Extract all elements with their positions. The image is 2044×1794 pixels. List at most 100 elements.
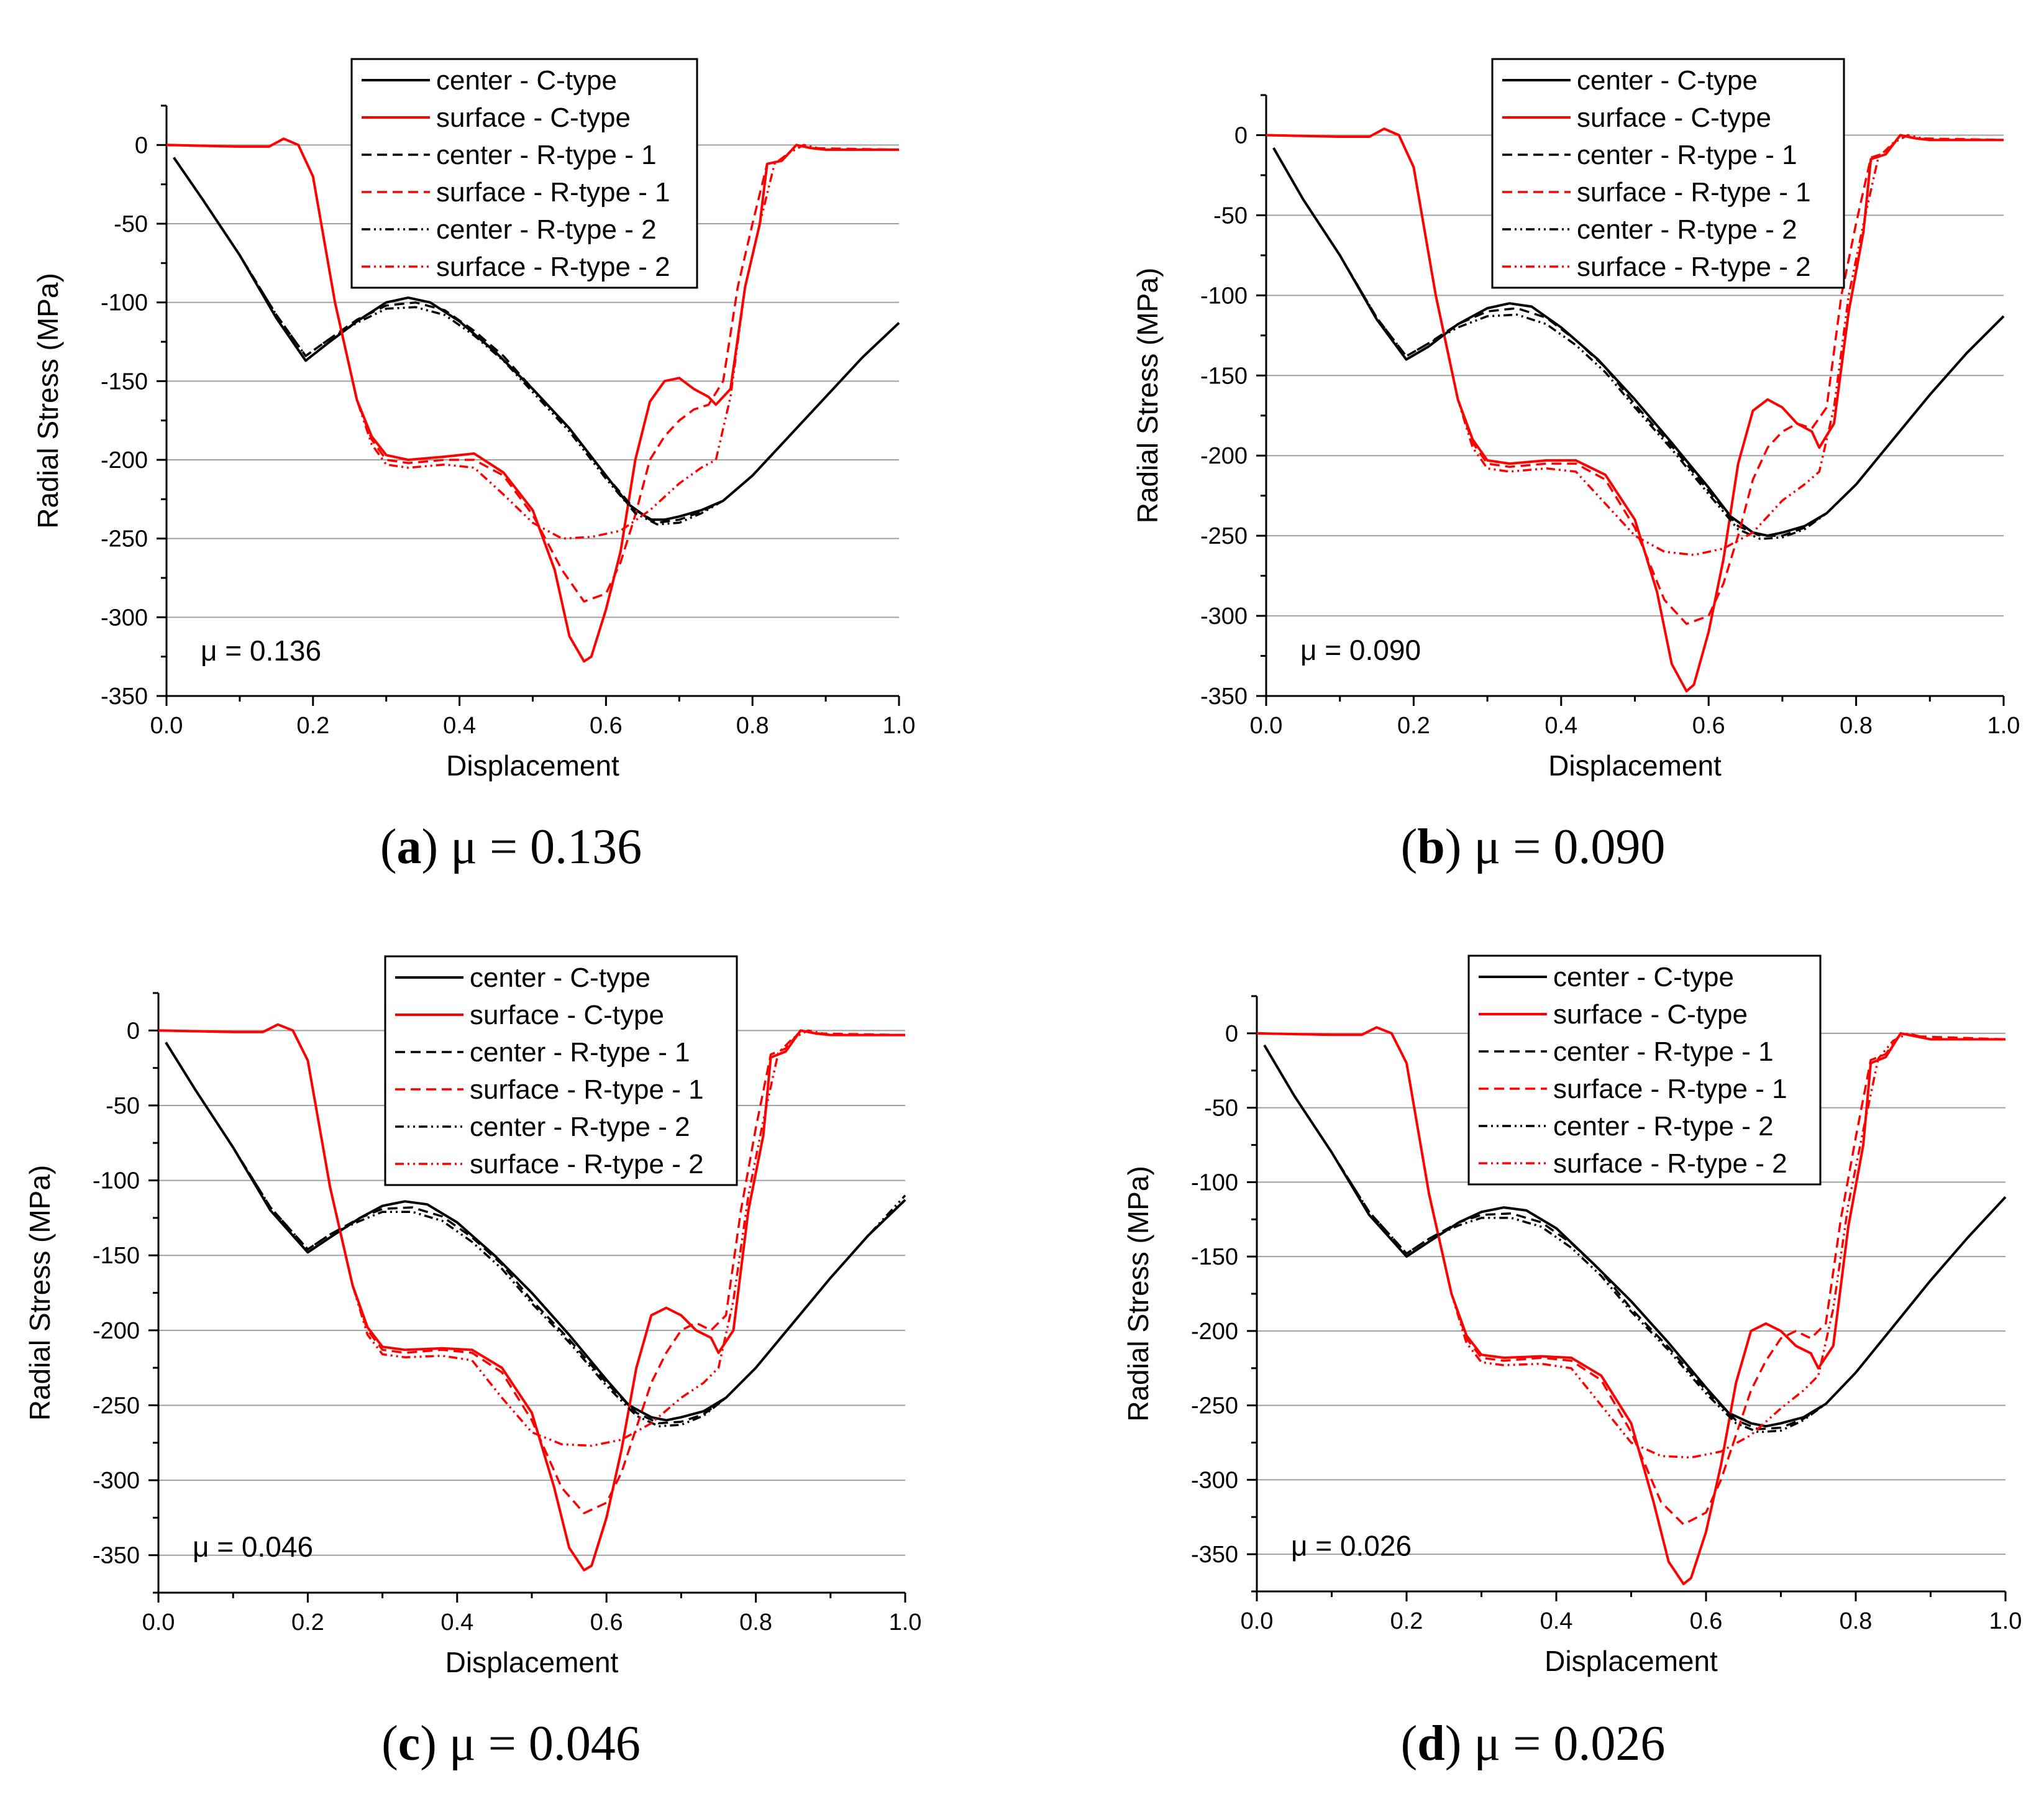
chart-d-x-axis-title: Displacement (1544, 1645, 1718, 1677)
chart-b-ytick-label-5: -250 (1200, 523, 1248, 549)
chart-a-legend-label-6: surface - R-type - 2 (436, 252, 670, 282)
chart-d-ytick-label-0: 0 (1225, 1021, 1238, 1047)
chart-panel-a: 0 -50 -100 -150 -200 -250 -300 -350 0.0 0.2 0.4 0.6… (0, 0, 1022, 897)
chart-d-series-4 (1256, 1026, 2006, 1526)
chart-a-ytick-label-7: -350 (101, 684, 148, 710)
chart-b-legend-box (1491, 58, 1845, 289)
chart-b-xtick-label-2: 0.4 (1544, 713, 1577, 739)
chart-c-legend-label-1: center - C-type (470, 963, 650, 993)
chart-c-mu-label: μ = 0.046 (193, 1531, 313, 1563)
chart-b-series-5 (1272, 147, 2005, 541)
chart-d-legend-label-2: surface - C-type (1553, 999, 1748, 1030)
caption-d: (d) μ = 0.026 (1400, 1716, 1666, 1771)
chart-panel-b: 0 -50 -100 -150 -200 -250 -300 -350 0.0 0.2 0.4 0.6… (1022, 0, 2044, 897)
chart-d-xtick-label-1: 0.2 (1390, 1608, 1423, 1634)
caption-d-text: μ = 0.026 (1474, 1716, 1666, 1771)
chart-d-series-3 (1263, 1045, 2007, 1430)
chart-a-ytick-label-4: -200 (101, 447, 148, 474)
chart-c-series-6 (158, 1023, 905, 1447)
chart-d-ytick-label-1: -50 (1204, 1096, 1238, 1122)
chart-a-xtick-label-5: 1.0 (883, 713, 916, 739)
chart-a-legend-box (350, 58, 698, 289)
chart-d-xtick-label-2: 0.4 (1540, 1608, 1573, 1634)
chart-d-series-5 (1263, 1045, 2007, 1434)
chart-d-ytick-label-3: -150 (1191, 1244, 1238, 1270)
chart-a-legend-label-3: center - R-type - 1 (436, 140, 657, 170)
chart-a-mu-label: μ = 0.136 (201, 634, 321, 667)
caption-a: (a) μ = 0.136 (380, 820, 642, 874)
chart-b-legend-label-2: surface - C-type (1577, 103, 1771, 133)
chart-c-ytick-label-7: -350 (93, 1543, 140, 1569)
chart-b-xtick-label-4: 0.8 (1840, 713, 1873, 739)
chart-a-xtick-label-0: 0.0 (150, 713, 183, 739)
chart-c-xtick-label-0: 0.0 (142, 1609, 175, 1636)
chart-c-ytick-label-4: -200 (93, 1318, 140, 1344)
chart-a-xtick-label-1: 0.2 (296, 713, 329, 739)
chart-c-xtick-label-4: 0.8 (739, 1609, 772, 1636)
chart-a-legend-label-5: center - R-type - 2 (436, 214, 657, 245)
chart-d-ytick-label-7: -350 (1191, 1542, 1238, 1568)
chart-a-series-5 (173, 157, 900, 526)
chart-d-series-6 (1256, 1026, 2005, 1459)
chart-a-ytick-label-6: -300 (101, 605, 148, 631)
chart-d-legend-label-4: surface - R-type - 1 (1553, 1074, 1787, 1104)
chart-b-xtick-label-1: 0.2 (1397, 713, 1430, 739)
chart-panel-d: 0 -50 -100 -150 -200 -250 -300 -350 0.0 0.2 0.4 0.6… (1022, 897, 2044, 1793)
chart-c-plot: 0 -50 -100 -150 -200 -250 -300 -350 0.0 0.2 0.4 0.6… (24, 955, 922, 1678)
chart-c-x-axis-title: Displacement (445, 1646, 619, 1678)
chart-d-legend-label-6: surface - R-type - 2 (1553, 1148, 1787, 1179)
chart-b-ytick-label-3: -150 (1200, 363, 1248, 389)
chart-d-xtick-label-4: 0.8 (1840, 1608, 1873, 1634)
chart-c-ytick-label-5: -250 (93, 1393, 140, 1419)
chart-c-xtick-label-5: 1.0 (889, 1609, 922, 1636)
chart-b-legend-label-3: center - R-type - 1 (1577, 140, 1797, 170)
chart-d-legend-label-3: center - R-type - 1 (1553, 1037, 1774, 1067)
chart-b-legend-label-5: center - R-type - 2 (1577, 214, 1797, 245)
chart-b-ytick-label-6: -300 (1200, 603, 1248, 629)
chart-b-legend-label-1: center - C-type (1577, 65, 1758, 96)
chart-c-ytick-label-1: -50 (106, 1093, 140, 1119)
chart-a-x-axis-title: Displacement (446, 749, 619, 782)
chart-c-ytick-label-6: -300 (93, 1468, 140, 1494)
chart-a-ytick-label-2: -100 (101, 290, 148, 316)
chart-d-y-axis-title: Radial Stress (MPa) (1122, 1166, 1154, 1422)
chart-d-ytick-label-2: -100 (1191, 1169, 1238, 1196)
chart-d-ytick-label-5: -250 (1191, 1393, 1238, 1419)
chart-c-series-3 (165, 1041, 906, 1425)
chart-b-ytick-label-7: -350 (1200, 684, 1248, 710)
chart-a-series-4 (166, 137, 900, 603)
caption-d-letter: d (1417, 1716, 1445, 1771)
chart-a-ytick-label-0: 0 (135, 132, 148, 158)
chart-b-legend-label-6: surface - R-type - 2 (1577, 252, 1811, 282)
chart-b-mu-label: μ = 0.090 (1300, 634, 1421, 666)
chart-b-ytick-label-4: -200 (1200, 443, 1248, 469)
chart-c-legend-label-2: surface - C-type (470, 1000, 664, 1030)
chart-a-xtick-label-2: 0.4 (443, 713, 476, 739)
chart-b-xtick-label-3: 0.6 (1692, 713, 1725, 739)
chart-b-y-axis-title: Radial Stress (MPa) (1131, 268, 1164, 524)
chart-c-ytick-label-3: -150 (93, 1243, 140, 1269)
chart-c-legend-label-3: center - R-type - 1 (470, 1037, 690, 1068)
chart-c-series-4 (158, 1023, 906, 1514)
chart-d-xtick-label-5: 1.0 (1989, 1608, 2022, 1634)
chart-d-ytick-label-4: -200 (1191, 1319, 1238, 1345)
chart-a-legend-label-2: surface - C-type (436, 103, 631, 133)
chart-a-ytick-label-5: -250 (101, 526, 148, 552)
chart-a-legend-label-4: surface - R-type - 1 (436, 177, 670, 208)
chart-d-mu-label: μ = 0.026 (1291, 1530, 1412, 1562)
chart-b-series-6 (1266, 127, 2004, 556)
caption-c: (c) μ = 0.046 (381, 1716, 641, 1771)
chart-c-legend-label-4: surface - R-type - 1 (470, 1074, 704, 1105)
chart-a-xtick-label-4: 0.8 (736, 713, 769, 739)
chart-a-legend-label-1: center - C-type (436, 65, 617, 96)
chart-b-x-axis-title: Displacement (1548, 749, 1722, 782)
chart-a-y-axis-title: Radial Stress (MPa) (32, 273, 64, 529)
chart-c-xtick-label-1: 0.2 (291, 1609, 324, 1636)
chart-d-legend-box (1467, 954, 1822, 1186)
chart-b-ytick-label-2: -100 (1200, 283, 1248, 309)
chart-c-legend-box (384, 955, 738, 1186)
chart-c-y-axis-title: Radial Stress (MPa) (24, 1165, 56, 1421)
chart-d-xtick-label-3: 0.6 (1690, 1608, 1723, 1634)
